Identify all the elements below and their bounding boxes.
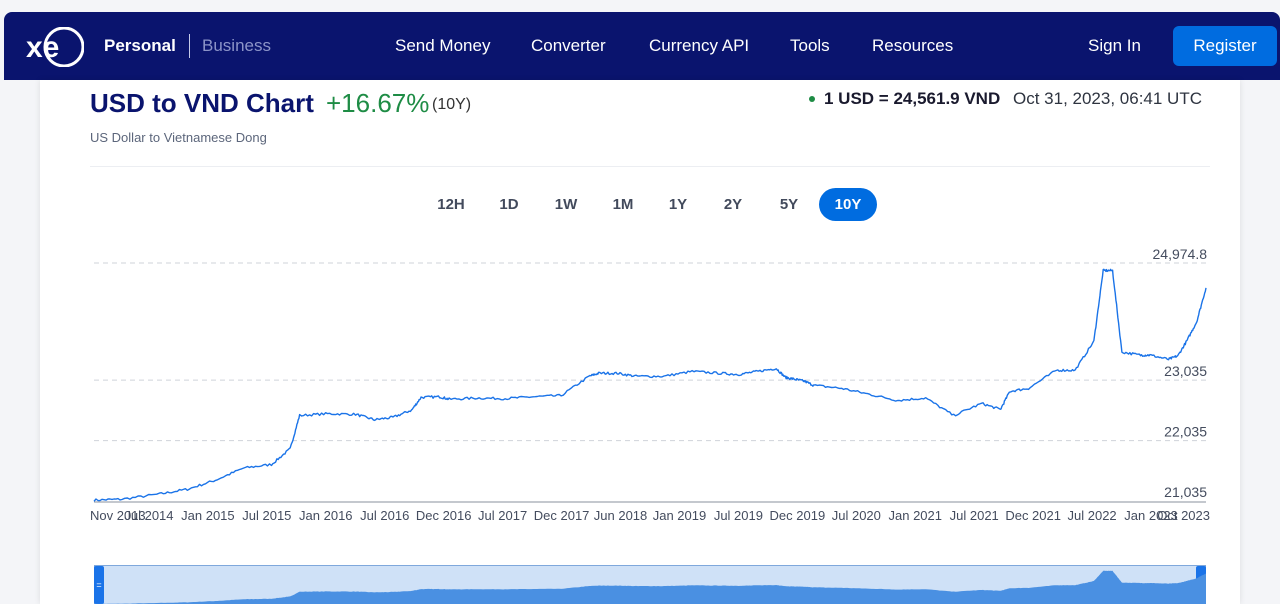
range-12h[interactable]: 12H <box>437 196 465 213</box>
range-2y[interactable]: 2Y <box>723 196 743 213</box>
header-divider <box>90 166 1210 167</box>
x-tick-label: Dec 2021 <box>1005 508 1061 523</box>
x-tick-label: Dec 2019 <box>770 508 826 523</box>
x-tick-label: Jul 2014 <box>124 508 173 523</box>
x-tick-label: Jan 2019 <box>653 508 707 523</box>
x-tick-label: Dec 2017 <box>534 508 590 523</box>
nav-converter[interactable]: Converter <box>531 36 606 55</box>
range-1w[interactable]: 1W <box>554 196 578 213</box>
live-indicator-icon <box>809 96 815 102</box>
x-tick-label: Jul 2021 <box>950 508 999 523</box>
change-period: (10Y) <box>432 96 472 113</box>
sign-in-link[interactable]: Sign In <box>1088 36 1141 55</box>
x-tick-label: Oct 2023 <box>1157 508 1210 523</box>
x-tick-label: Jul 2015 <box>242 508 291 523</box>
x-tick-label: Jul 2020 <box>832 508 881 523</box>
y-tick-label: 24,974.8 <box>1153 246 1208 262</box>
xe-logo[interactable]: xe <box>24 27 84 67</box>
browser-top-strip <box>0 0 1280 12</box>
nav-separator <box>189 34 190 58</box>
nav-personal[interactable]: Personal <box>104 36 176 55</box>
x-tick-label: Nov 2013 <box>90 508 146 523</box>
x-tick-label: Jun 2018 <box>594 508 648 523</box>
range-1y[interactable]: 1Y <box>668 196 688 213</box>
y-tick-label: 23,035 <box>1164 363 1207 379</box>
navigator-right-handle[interactable]: = <box>1196 566 1206 604</box>
x-tick-label: Jan 2021 <box>889 508 943 523</box>
x-tick-label: Jul 2016 <box>360 508 409 523</box>
range-1d[interactable]: 1D <box>499 196 519 213</box>
current-rate: 1 USD = 24,561.9 VND <box>824 89 1001 108</box>
x-tick-label: Jul 2017 <box>478 508 527 523</box>
pair-subtitle: US Dollar to Vietnamese Dong <box>90 130 267 145</box>
x-tick-label: Jan 2015 <box>181 508 235 523</box>
chart-title: USD to VND Chart <box>90 88 314 118</box>
svg-text:xe: xe <box>26 31 59 64</box>
range-10y[interactable]: 10Y <box>819 188 877 221</box>
x-tick-label: Dec 2016 <box>416 508 472 523</box>
nav-send-money[interactable]: Send Money <box>395 36 491 55</box>
register-button[interactable]: Register <box>1173 26 1277 66</box>
y-tick-label: 22,035 <box>1164 424 1207 440</box>
navigator-left-handle[interactable]: = <box>94 566 104 604</box>
range-1m[interactable]: 1M <box>612 196 634 213</box>
nav-business[interactable]: Business <box>202 36 271 55</box>
x-tick-label: Jul 2022 <box>1068 508 1117 523</box>
nav-tools[interactable]: Tools <box>790 36 830 55</box>
x-tick-label: Jul 2019 <box>714 508 763 523</box>
range-navigator[interactable] <box>94 565 1206 604</box>
y-tick-label: 21,035 <box>1164 484 1207 500</box>
nav-resources[interactable]: Resources <box>872 36 954 55</box>
range-5y[interactable]: 5Y <box>779 196 799 213</box>
nav-currency-api[interactable]: Currency API <box>649 36 750 55</box>
x-tick-label: Jan 2016 <box>299 508 353 523</box>
change-percent: +16.67% <box>326 88 430 118</box>
x-tick-label: Jan 2023 <box>1124 508 1178 523</box>
top-navigation: xe Personal Business Send Money Converte… <box>4 12 1280 80</box>
chart-card <box>40 80 1240 604</box>
usd-vnd-series-line[interactable] <box>93 268 1207 502</box>
rate-timestamp: Oct 31, 2023, 06:41 UTC <box>1013 89 1202 108</box>
